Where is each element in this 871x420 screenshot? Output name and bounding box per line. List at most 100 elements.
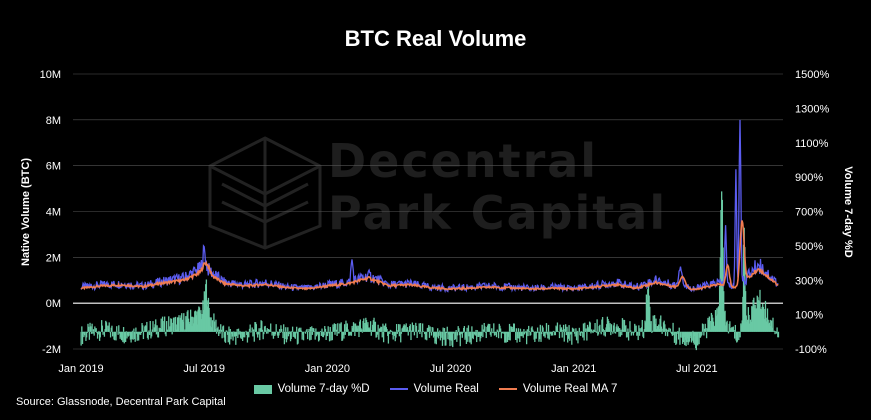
pct-bar [749, 323, 751, 332]
pct-bar [185, 316, 187, 332]
pct-bar [742, 296, 744, 332]
pct-bar [723, 291, 725, 332]
pct-bar [456, 331, 459, 336]
pct-bar [547, 324, 550, 332]
pct-bar [91, 323, 93, 332]
pct-bar [440, 331, 442, 338]
pct-bar [480, 331, 482, 339]
pct-bar [695, 331, 697, 351]
legend-item-volume-real[interactable]: Volume Real [389, 383, 479, 395]
pct-bar [85, 331, 88, 338]
x-tick-label: Jul 2020 [430, 363, 472, 375]
pct-bar [289, 331, 291, 332]
pct-bar [307, 331, 309, 332]
pct-bar [241, 331, 244, 341]
pct-bar [160, 318, 162, 332]
pct-bar [279, 331, 281, 333]
pct-bar [647, 286, 650, 332]
pct-bar [390, 330, 392, 332]
pct-bar [181, 319, 184, 332]
pct-bar [465, 331, 467, 338]
pct-bar [623, 320, 626, 332]
pct-bar [133, 331, 136, 340]
pct-bar [459, 331, 461, 347]
pct-bar [168, 316, 170, 332]
y-tick-label: 8M [46, 115, 61, 127]
pct-bar [714, 325, 716, 332]
legend-item-pct[interactable]: Volume 7-day %D [253, 383, 370, 395]
pct-bar [142, 325, 144, 332]
pct-bar [735, 331, 737, 341]
pct-bar [508, 331, 510, 341]
pct-bar [706, 328, 708, 332]
pct-bar [593, 329, 595, 332]
pct-bar [110, 327, 112, 332]
pct-bar [628, 331, 630, 333]
pct-bar [522, 331, 524, 338]
pct-bar [416, 331, 418, 338]
pct-bar [368, 327, 370, 332]
pct-bar [520, 331, 522, 337]
pct-bar [460, 331, 462, 335]
pct-bar [252, 329, 255, 332]
pct-bar [209, 325, 212, 332]
pct-bar [627, 328, 629, 332]
pct-bar [530, 327, 533, 332]
pct-bar [218, 329, 221, 332]
pct-bar [432, 327, 434, 332]
pct-bar [648, 295, 650, 332]
pct-bar [180, 315, 182, 332]
pct-bar [456, 331, 458, 342]
pct-bar [617, 326, 619, 332]
pct-bar [541, 331, 543, 335]
pct-bar [90, 326, 92, 332]
pct-bar [244, 331, 246, 338]
pct-bar [760, 309, 763, 332]
pct-bar [158, 327, 160, 332]
pct-bar [763, 308, 765, 332]
pct-bar [426, 328, 429, 332]
pct-bar [725, 322, 728, 332]
pct-bar [495, 331, 498, 338]
pct-bar [224, 331, 226, 342]
pct-bar [487, 323, 489, 332]
pct-bar [228, 331, 231, 345]
pct-bar [671, 331, 673, 335]
pct-bar [485, 331, 487, 339]
pct-bar [714, 310, 717, 332]
pct-bar [238, 331, 240, 335]
pct-bar [426, 331, 428, 341]
pct-bar [439, 330, 441, 332]
pct-bar [375, 331, 377, 338]
pct-bar [293, 331, 295, 334]
pct-bar [192, 323, 195, 332]
pct-bar [676, 331, 678, 334]
legend-item-volume-ma7[interactable]: Volume Real MA 7 [498, 383, 617, 395]
pct-bar [402, 325, 405, 332]
pct-bar [692, 331, 695, 343]
pct-bar [354, 331, 356, 336]
pct-bar [584, 322, 586, 332]
pct-bar [710, 312, 713, 332]
pct-bar [757, 297, 759, 332]
pct-bar [272, 331, 275, 339]
chart-title: BTC Real Volume [344, 26, 527, 51]
pct-bar [667, 329, 669, 332]
pct-bar [564, 324, 567, 332]
pct-bar [215, 331, 218, 334]
pct-bar [278, 329, 281, 332]
y2-tick-label: 1300% [795, 103, 829, 115]
pct-bar [122, 331, 124, 343]
pct-bar [465, 331, 468, 344]
pct-bar [747, 319, 749, 332]
pct-bar [720, 210, 722, 332]
pct-bar [152, 321, 154, 332]
pct-bar [557, 331, 559, 332]
pct-bar [281, 328, 283, 332]
pct-bar [151, 329, 153, 332]
pct-bar [532, 331, 535, 332]
pct-bar [212, 330, 214, 332]
pct-bar [594, 323, 596, 332]
pct-bar [690, 331, 693, 343]
pct-bar [359, 321, 361, 332]
